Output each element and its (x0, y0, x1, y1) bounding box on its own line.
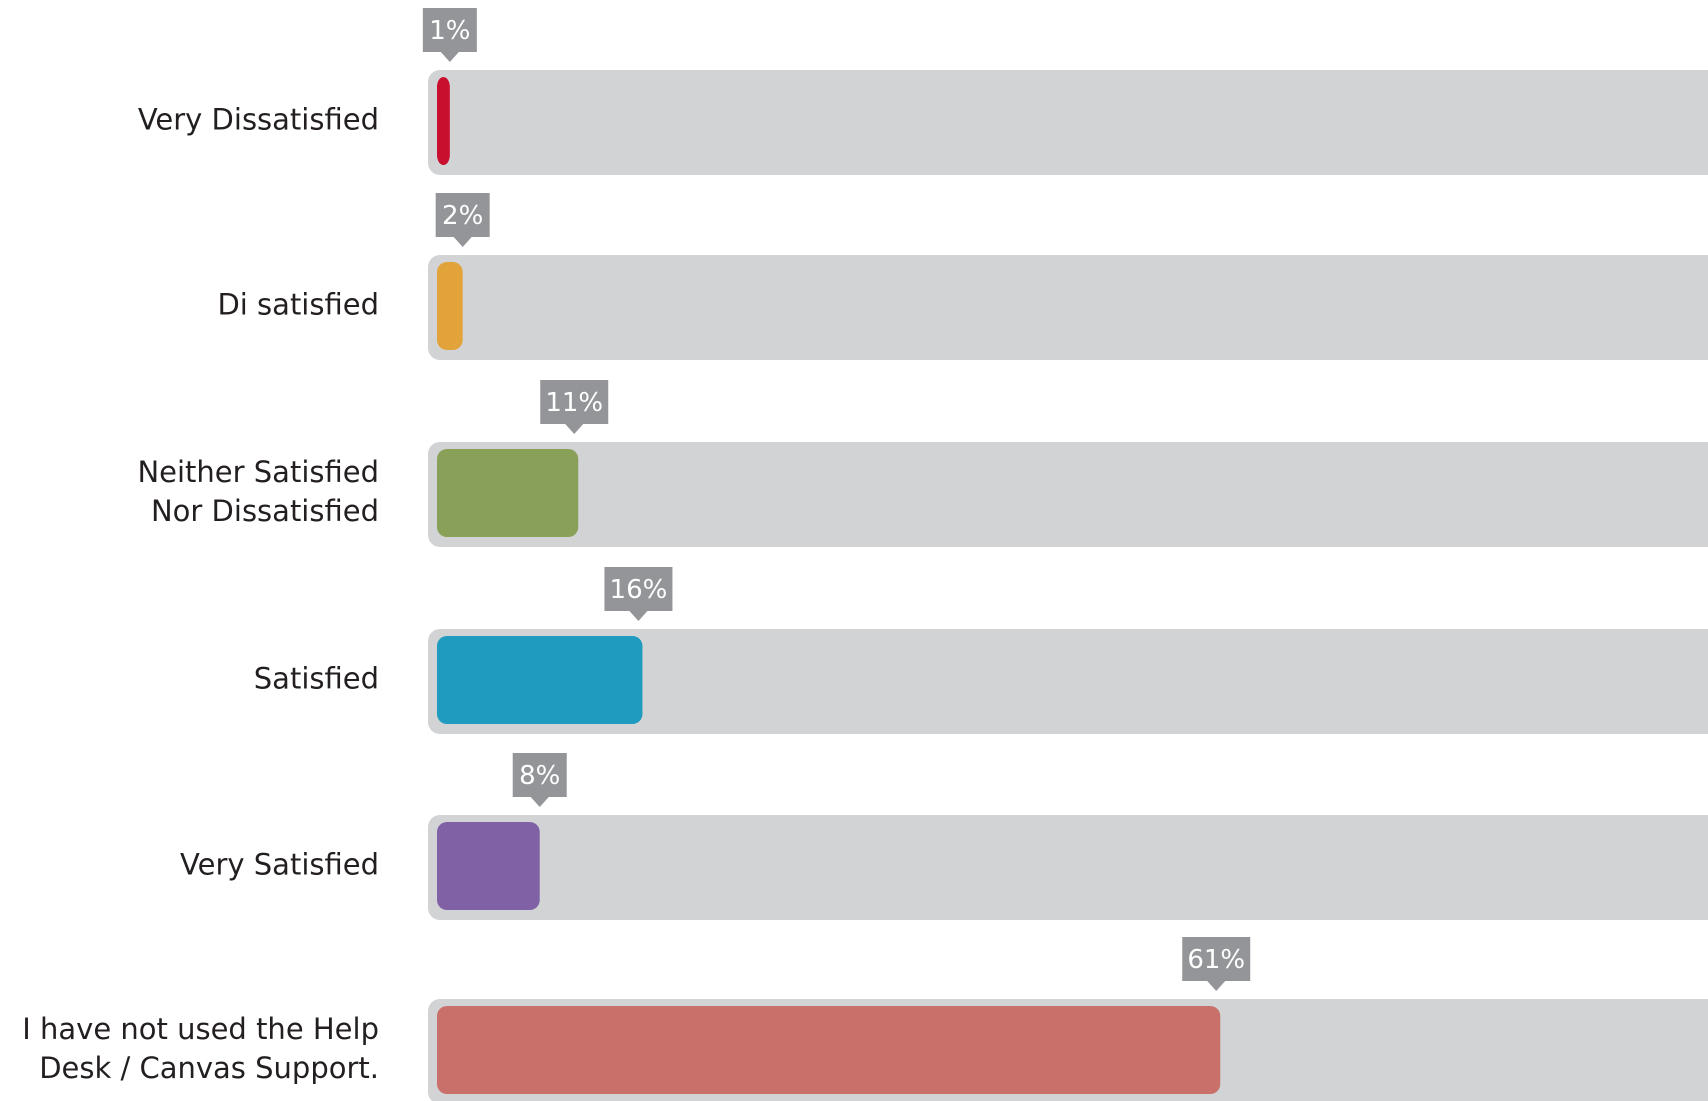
value-callout-pointer (629, 611, 648, 621)
category-label-line: I have not used the Help (22, 1012, 379, 1046)
bar-track (428, 815, 1708, 920)
bar (437, 449, 579, 537)
data-label: 16% (610, 575, 668, 605)
bar (437, 636, 643, 724)
value-callout (604, 567, 673, 611)
data-label: 11% (545, 388, 603, 418)
value-callout (435, 193, 490, 237)
category-label-line: Desk / Canvas Support. (39, 1051, 379, 1085)
bar-row: 2% Di satisfied (217, 193, 1708, 360)
category-label-line: Nor Dissatisfied (151, 494, 379, 528)
bar-row: 1% Very Dissatisfied (138, 8, 1708, 175)
category-label-line: Neither Satisfied (137, 455, 379, 489)
value-callout-pointer (530, 797, 549, 807)
bar (437, 262, 463, 350)
category-label-line: Very Satisfied (180, 848, 379, 882)
value-callout (1182, 937, 1251, 981)
data-label: 61% (1187, 945, 1245, 975)
bar (437, 822, 540, 910)
bar-track (428, 629, 1708, 734)
bar-track (428, 442, 1708, 547)
bar-track (428, 70, 1708, 175)
data-label: 2% (442, 201, 483, 231)
value-callout (512, 753, 567, 797)
data-label: 8% (519, 761, 560, 791)
bar-row: 8% Very Satisfied (180, 753, 1708, 920)
category-label: Very Satisfied (180, 848, 379, 882)
category-label: I have not used the Help Desk / Canvas Su… (22, 1012, 379, 1085)
category-label-line: Very Dissatisfied (138, 103, 379, 137)
bar (437, 77, 450, 165)
category-label-line: Satisfied (254, 662, 379, 696)
value-callout-pointer (565, 424, 584, 434)
bar-row: 16% Satisfied (254, 567, 1708, 734)
bar (437, 1006, 1221, 1094)
category-label: Di satisfied (217, 288, 379, 322)
value-callout-pointer (1207, 981, 1226, 991)
value-callout-pointer (453, 237, 472, 247)
value-callout (540, 380, 609, 424)
category-label: Neither Satisfied Nor Dissatisfied (137, 455, 379, 528)
category-label: Satisfied (254, 662, 379, 696)
value-callout-pointer (440, 52, 459, 62)
bar-row: 11% Neither Satisfied Nor Dissatisfied (137, 380, 1708, 547)
data-label: 1% (429, 16, 470, 46)
bar-row: 61% I have not used the Help Desk / Canvas… (22, 937, 1708, 1101)
category-label-line: Di satisfied (217, 288, 379, 322)
bar-track (428, 255, 1708, 360)
category-label: Very Dissatisfied (138, 103, 379, 137)
chart-rows: 1% Very Dissatisfied 2% Di satisfied 11% Neit… (22, 8, 1708, 1101)
value-callout (422, 8, 477, 52)
